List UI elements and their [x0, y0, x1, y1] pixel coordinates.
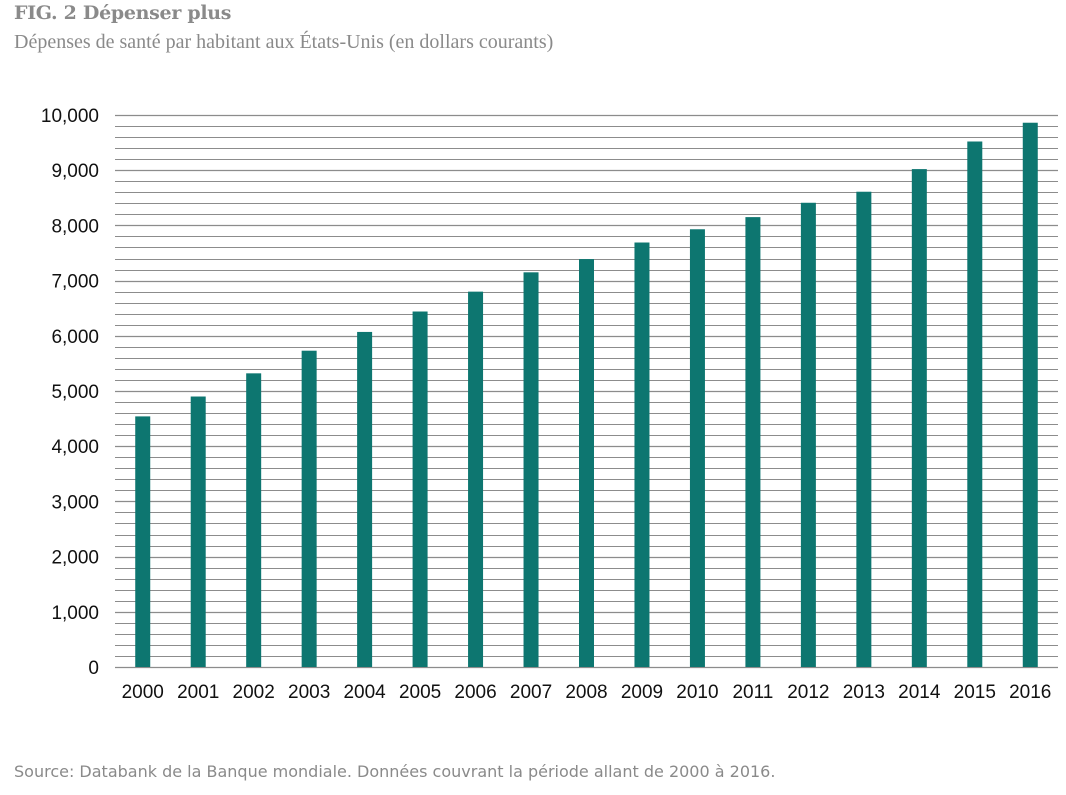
- x-tick-label: 2000: [122, 682, 164, 703]
- figure-source: Source: Databank de la Banque mondiale. …: [14, 762, 776, 781]
- x-tick-label: 2013: [843, 682, 885, 703]
- x-tick-label: 2015: [954, 682, 996, 703]
- x-axis-ticks: 2000 2001 2002 2003 2004 2005 2006 2007 2008 2009…: [122, 682, 1052, 703]
- x-tick-label: 2007: [510, 682, 552, 703]
- x-tick-label: 2001: [177, 682, 219, 703]
- x-tick-label: 2016: [1009, 682, 1051, 703]
- y-tick-label: 3,000: [51, 492, 99, 513]
- bar-2009: [634, 242, 650, 667]
- y-tick-label: 9,000: [51, 161, 99, 182]
- bar-2011: [745, 217, 761, 667]
- bar-2013: [856, 191, 872, 667]
- bar-2001: [190, 396, 206, 667]
- bar-2008: [579, 259, 594, 667]
- y-tick-label: 7,000: [51, 272, 99, 293]
- y-tick-label: 1,000: [51, 603, 99, 624]
- bars: [135, 122, 1038, 668]
- bar-2002: [246, 373, 262, 667]
- bar-2010: [689, 229, 705, 668]
- y-tick-label: 6,000: [51, 327, 99, 348]
- x-tick-label: 2003: [288, 682, 330, 703]
- figure-subtitle: Dépenses de santé par habitant aux États…: [14, 31, 554, 53]
- bar-2012: [800, 202, 816, 667]
- bar-2000: [135, 416, 151, 667]
- bar-2004: [357, 331, 373, 667]
- y-tick-label: 4,000: [51, 437, 99, 458]
- y-tick-label: 5,000: [51, 382, 99, 403]
- bar-2005: [412, 311, 428, 667]
- x-tick-label: 2008: [565, 682, 607, 703]
- x-tick-label: 2006: [454, 682, 496, 703]
- y-axis-ticks: 0 1,000 2,000 3,000 4,000 5,000 6,000 7,000 8,00…: [41, 106, 99, 679]
- x-tick-label: 2009: [621, 682, 663, 703]
- y-tick-label: 8,000: [51, 216, 99, 237]
- bar-2014: [911, 169, 927, 667]
- y-tick-label: 2,000: [51, 548, 99, 569]
- x-tick-label: 2011: [732, 682, 773, 703]
- x-tick-label: 2014: [898, 682, 941, 703]
- figure-title: FIG. 2 Dépenser plus: [14, 2, 232, 24]
- bar-2015: [967, 141, 983, 668]
- x-tick-label: 2002: [233, 682, 275, 703]
- bar-2007: [523, 272, 539, 667]
- x-tick-label: 2005: [399, 682, 441, 703]
- x-tick-label: 2004: [343, 682, 386, 703]
- x-tick-label: 2010: [676, 682, 718, 703]
- bar-2006: [468, 291, 484, 667]
- y-tick-label: 0: [88, 658, 99, 679]
- bar-2016: [1022, 122, 1038, 667]
- bar-2003: [301, 350, 317, 667]
- x-tick-label: 2012: [787, 682, 829, 703]
- y-tick-label: 10,000: [41, 106, 99, 127]
